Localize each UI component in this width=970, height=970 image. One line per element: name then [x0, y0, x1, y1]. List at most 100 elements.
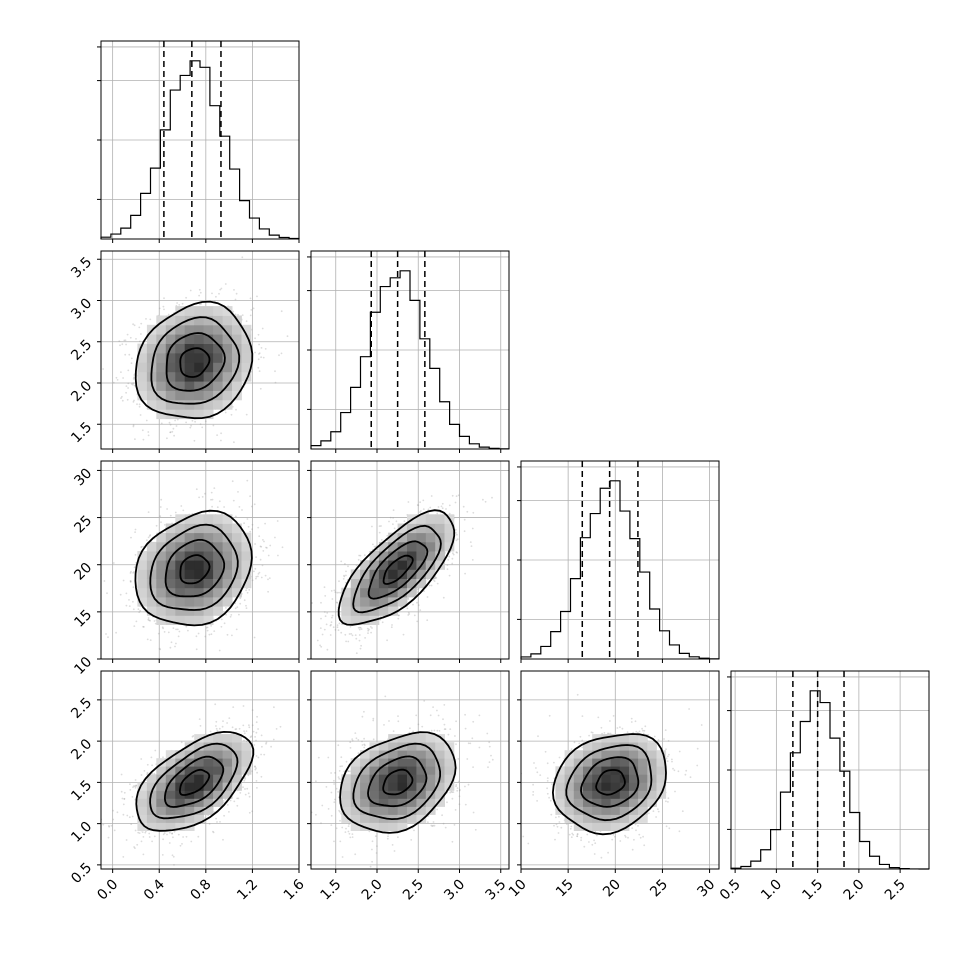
- density-block: [156, 343, 167, 354]
- scatter-point: [162, 756, 164, 759]
- scatter-point: [167, 313, 170, 316]
- scatter-point: [448, 504, 451, 507]
- density-block: [407, 560, 417, 570]
- scatter-point: [250, 309, 253, 311]
- scatter-point: [462, 505, 465, 508]
- scatter-point: [403, 520, 406, 523]
- scatter-point: [180, 505, 183, 507]
- scatter-point: [259, 558, 262, 561]
- scatter-point: [280, 352, 283, 355]
- scatter-point: [455, 532, 457, 534]
- scatter-point: [482, 498, 484, 501]
- scatter-point: [359, 647, 362, 650]
- scatter-point: [148, 488, 150, 490]
- scatter-point: [185, 625, 188, 628]
- scatter-point: [177, 635, 180, 638]
- scatter-point: [358, 626, 361, 629]
- density-block: [203, 371, 214, 382]
- scatter-point: [222, 720, 224, 722]
- scatter-point: [336, 624, 339, 626]
- density-block: [397, 587, 408, 598]
- density-block: [222, 523, 233, 534]
- scatter-point: [146, 763, 149, 766]
- scatter-point: [254, 768, 257, 771]
- scatter-point: [214, 703, 217, 706]
- scatter-point: [349, 625, 352, 628]
- density-block: [241, 551, 252, 561]
- histogram-panel-3: [727, 670, 930, 870]
- scatter-point: [446, 568, 449, 571]
- scatter-point: [308, 624, 310, 626]
- scatter-point: [379, 615, 382, 618]
- scatter-point: [229, 615, 232, 618]
- scatter-point: [172, 427, 175, 430]
- scatter-point: [413, 614, 416, 617]
- scatter-point: [334, 629, 337, 631]
- density-block: [388, 551, 398, 561]
- density-block: [146, 569, 157, 579]
- density-block: [194, 615, 205, 625]
- density-block: [165, 371, 176, 382]
- scatter-point: [122, 377, 124, 379]
- density-block: [378, 597, 389, 607]
- scatter-point: [235, 515, 237, 518]
- scatter-point: [155, 524, 158, 527]
- scatter-point: [466, 510, 469, 513]
- scatter-point: [132, 323, 135, 326]
- scatter-point: [132, 378, 135, 380]
- panel-frame: [310, 460, 510, 660]
- density-block: [232, 587, 242, 598]
- scatter-point: [175, 642, 177, 645]
- density-block: [175, 371, 186, 382]
- density-block: [388, 541, 398, 552]
- density-block: [194, 560, 205, 570]
- scatter-point: [264, 574, 267, 577]
- scatter-point: [359, 626, 362, 629]
- scatter-point: [254, 337, 256, 340]
- contour-level-1: [382, 554, 414, 585]
- density-block: [203, 381, 214, 391]
- scatter-point: [281, 546, 284, 549]
- density-block: [203, 315, 214, 326]
- scatter-point: [386, 534, 389, 537]
- density-block: [184, 514, 195, 524]
- density-block: [425, 560, 436, 570]
- scatter-point: [233, 441, 235, 444]
- density-block: [146, 606, 157, 616]
- scatter-point: [198, 294, 201, 297]
- scatter-point: [258, 352, 261, 354]
- scatter-point: [452, 552, 454, 555]
- density-block: [425, 532, 436, 543]
- scatter-point: [246, 591, 249, 594]
- scatter-point: [231, 480, 234, 483]
- density-block: [222, 569, 233, 579]
- scatter-point: [243, 730, 246, 732]
- scatter-point: [189, 289, 192, 292]
- scatter-point: [416, 620, 419, 623]
- scatter-point: [380, 539, 383, 541]
- density-block: [388, 578, 398, 589]
- scatter-point: [102, 368, 104, 370]
- scatter-point: [198, 288, 201, 291]
- scatter-point: [430, 584, 433, 587]
- scatter-point: [125, 343, 127, 346]
- density-block: [241, 324, 252, 335]
- scatter-point: [142, 853, 145, 856]
- scatter-point: [127, 382, 130, 385]
- scatter-point: [364, 637, 366, 639]
- density-block: [146, 334, 157, 344]
- density-block: [213, 560, 223, 570]
- scatter-point: [407, 598, 410, 600]
- scatter-point: [267, 554, 270, 557]
- scatter-point: [176, 302, 179, 304]
- scatter-point: [407, 611, 410, 614]
- scatter-point: [149, 619, 152, 622]
- density-block: [156, 532, 167, 543]
- density-block: [194, 371, 205, 382]
- density-block: [397, 523, 408, 534]
- scatter-point: [198, 496, 201, 499]
- scatter-point: [171, 430, 174, 433]
- density-block: [137, 353, 148, 363]
- scatter-point: [115, 376, 118, 379]
- density-block: [194, 569, 205, 579]
